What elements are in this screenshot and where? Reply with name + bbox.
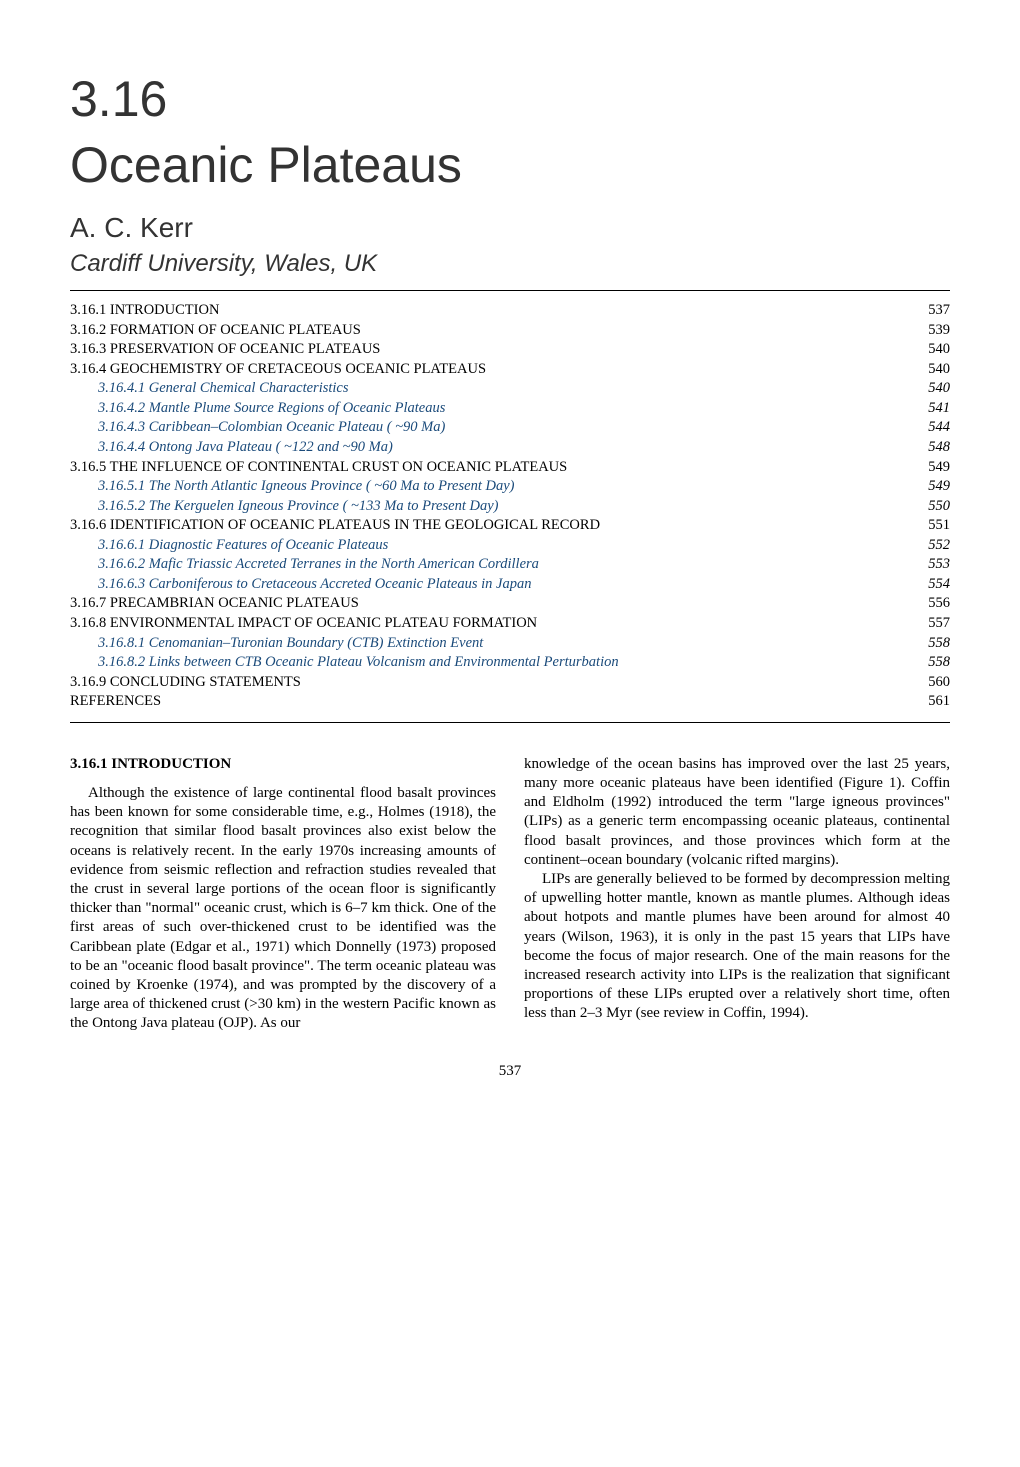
author-name: A. C. Kerr [70, 212, 950, 244]
body-text-columns: 3.16.1 INTRODUCTION Although the existen… [70, 755, 950, 1034]
toc-entry-label: 3.16.1 INTRODUCTION [70, 301, 910, 321]
toc-entry-page: 554 [910, 575, 950, 595]
toc-entry: 3.16.8.1 Cenomanian–Turonian Boundary (C… [70, 634, 950, 654]
toc-entry-page: 549 [910, 477, 950, 497]
toc-entry: 3.16.8 ENVIRONMENTAL IMPACT OF OCEANIC P… [70, 614, 950, 634]
toc-entry-label: 3.16.5 THE INFLUENCE OF CONTINENTAL CRUS… [70, 458, 910, 478]
toc-entry-label: 3.16.8.2 Links between CTB Oceanic Plate… [98, 653, 910, 673]
toc-entry: 3.16.4.4 Ontong Java Plateau ( ~122 and … [70, 438, 950, 458]
toc-entry-page: 539 [910, 321, 950, 341]
table-of-contents: 3.16.1 INTRODUCTION5373.16.2 FORMATION O… [70, 290, 950, 723]
toc-entry: 3.16.1 INTRODUCTION537 [70, 301, 950, 321]
section-heading: 3.16.1 INTRODUCTION [70, 755, 496, 774]
toc-entry: 3.16.6.3 Carboniferous to Cretaceous Acc… [70, 575, 950, 595]
toc-entry-label: 3.16.4 GEOCHEMISTRY OF CRETACEOUS OCEANI… [70, 360, 910, 380]
toc-entry: 3.16.7 PRECAMBRIAN OCEANIC PLATEAUS556 [70, 594, 950, 614]
toc-entry: 3.16.5.2 The Kerguelen Igneous Province … [70, 497, 950, 517]
body-paragraph: knowledge of the ocean basins has improv… [524, 755, 950, 870]
toc-entry: 3.16.6.2 Mafic Triassic Accreted Terrane… [70, 555, 950, 575]
toc-entry: 3.16.2 FORMATION OF OCEANIC PLATEAUS539 [70, 321, 950, 341]
toc-entry-label: 3.16.4.2 Mantle Plume Source Regions of … [98, 399, 910, 419]
toc-entry-label: 3.16.4.3 Caribbean–Colombian Oceanic Pla… [98, 418, 910, 438]
body-paragraph: Although the existence of large continen… [70, 784, 496, 1033]
toc-entry: 3.16.6 IDENTIFICATION OF OCEANIC PLATEAU… [70, 516, 950, 536]
toc-entry: 3.16.4.1 General Chemical Characteristic… [70, 379, 950, 399]
toc-entry-label: 3.16.8 ENVIRONMENTAL IMPACT OF OCEANIC P… [70, 614, 910, 634]
toc-entry: 3.16.5.1 The North Atlantic Igneous Prov… [70, 477, 950, 497]
toc-entry-page: 552 [910, 536, 950, 556]
toc-entry-page: 561 [910, 692, 950, 712]
toc-entry-page: 551 [910, 516, 950, 536]
toc-entry: 3.16.9 CONCLUDING STATEMENTS560 [70, 673, 950, 693]
toc-entry: 3.16.4.3 Caribbean–Colombian Oceanic Pla… [70, 418, 950, 438]
toc-entry-label: 3.16.4.4 Ontong Java Plateau ( ~122 and … [98, 438, 910, 458]
toc-entry-page: 558 [910, 634, 950, 654]
toc-entry-label: 3.16.6.1 Diagnostic Features of Oceanic … [98, 536, 910, 556]
toc-entry-label: 3.16.8.1 Cenomanian–Turonian Boundary (C… [98, 634, 910, 654]
toc-entry-page: 550 [910, 497, 950, 517]
author-affiliation: Cardiff University, Wales, UK [70, 250, 950, 278]
toc-entry-page: 541 [910, 399, 950, 419]
toc-entry-label: 3.16.6 IDENTIFICATION OF OCEANIC PLATEAU… [70, 516, 910, 536]
toc-entry-label: 3.16.2 FORMATION OF OCEANIC PLATEAUS [70, 321, 910, 341]
toc-entry-page: 553 [910, 555, 950, 575]
toc-entry: 3.16.4.2 Mantle Plume Source Regions of … [70, 399, 950, 419]
page-number: 537 [70, 1063, 950, 1080]
toc-entry-page: 544 [910, 418, 950, 438]
toc-entry-label: 3.16.4.1 General Chemical Characteristic… [98, 379, 910, 399]
body-paragraph: LIPs are generally believed to be formed… [524, 870, 950, 1024]
toc-entry-page: 537 [910, 301, 950, 321]
toc-entry-page: 549 [910, 458, 950, 478]
toc-entry: 3.16.5 THE INFLUENCE OF CONTINENTAL CRUS… [70, 458, 950, 478]
toc-entry-page: 548 [910, 438, 950, 458]
left-column: 3.16.1 INTRODUCTION Although the existen… [70, 755, 496, 1034]
toc-entry-page: 560 [910, 673, 950, 693]
toc-entry-page: 540 [910, 340, 950, 360]
toc-entry-label: 3.16.3 PRESERVATION OF OCEANIC PLATEAUS [70, 340, 910, 360]
toc-entry-label: 3.16.7 PRECAMBRIAN OCEANIC PLATEAUS [70, 594, 910, 614]
toc-entry: 3.16.6.1 Diagnostic Features of Oceanic … [70, 536, 950, 556]
toc-entry-label: REFERENCES [70, 692, 910, 712]
toc-entry: 3.16.3 PRESERVATION OF OCEANIC PLATEAUS5… [70, 340, 950, 360]
toc-entry-label: 3.16.5.1 The North Atlantic Igneous Prov… [98, 477, 910, 497]
toc-entry-page: 540 [910, 379, 950, 399]
chapter-title: Oceanic Plateaus [70, 136, 950, 194]
toc-entry-page: 556 [910, 594, 950, 614]
toc-entry-label: 3.16.5.2 The Kerguelen Igneous Province … [98, 497, 910, 517]
toc-entry-label: 3.16.6.2 Mafic Triassic Accreted Terrane… [98, 555, 910, 575]
toc-entry-page: 540 [910, 360, 950, 380]
toc-entry-page: 558 [910, 653, 950, 673]
right-column: knowledge of the ocean basins has improv… [524, 755, 950, 1034]
chapter-number: 3.16 [70, 70, 950, 128]
toc-entry: REFERENCES561 [70, 692, 950, 712]
toc-entry: 3.16.4 GEOCHEMISTRY OF CRETACEOUS OCEANI… [70, 360, 950, 380]
toc-entry-page: 557 [910, 614, 950, 634]
toc-entry-label: 3.16.9 CONCLUDING STATEMENTS [70, 673, 910, 693]
toc-entry: 3.16.8.2 Links between CTB Oceanic Plate… [70, 653, 950, 673]
toc-entry-label: 3.16.6.3 Carboniferous to Cretaceous Acc… [98, 575, 910, 595]
